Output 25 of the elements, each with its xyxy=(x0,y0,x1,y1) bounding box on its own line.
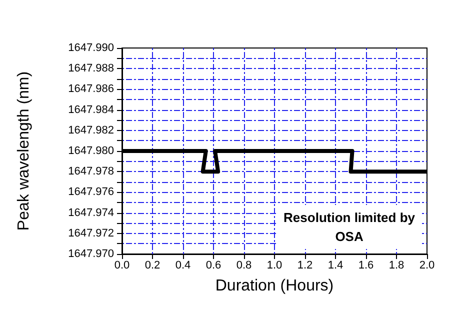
x-axis-title: Duration (Hours) xyxy=(215,278,334,294)
x-tick-label: 0.8 xyxy=(236,260,252,272)
x-tick-label: 1.4 xyxy=(328,260,344,272)
x-tick-label: 1.8 xyxy=(388,260,404,272)
x-tick-label: 2.0 xyxy=(419,260,435,272)
x-tick-label: 0.4 xyxy=(175,260,191,272)
y-tick-label: 1647.986 xyxy=(68,83,114,96)
x-tick-label: 0.2 xyxy=(144,260,160,272)
y-tick-label: 1647.976 xyxy=(68,186,114,198)
x-tick-label: 1.2 xyxy=(297,260,313,272)
annotation: Resolution limited by OSA xyxy=(284,210,416,244)
x-tick-label: 1.0 xyxy=(266,260,282,272)
y-tick-label: 1647.978 xyxy=(68,166,114,178)
y-tick-label: 1647.988 xyxy=(68,62,114,75)
y-axis-title: Peak wavelength (nm) xyxy=(16,71,32,231)
x-tick-label: 0.0 xyxy=(114,260,130,272)
x-tick-label: 1.6 xyxy=(358,260,374,272)
x-tick-label: 0.6 xyxy=(206,260,222,272)
y-tick-label: 1647.980 xyxy=(68,145,114,157)
y-tick-label: 1647.982 xyxy=(68,124,114,136)
y-tick-label: 1647.990 xyxy=(68,42,114,54)
y-tick-label: 1647.974 xyxy=(68,206,114,219)
y-tick-label: 1647.972 xyxy=(68,227,114,240)
y-tick-label: 1647.984 xyxy=(68,104,114,116)
y-tick-label: 1647.970 xyxy=(68,248,114,260)
